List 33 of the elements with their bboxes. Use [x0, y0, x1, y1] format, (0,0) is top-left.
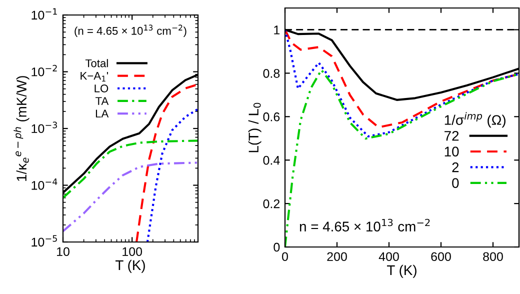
legend-title: 1/σ$^{imp}$ (Ω)	[444, 112, 506, 128]
y-tick-label: 0.2	[263, 199, 280, 208]
x-tick-label: 10	[57, 247, 70, 256]
annotation: n = 4.65 × 10$^{13}$ cm$^{−2}$	[300, 218, 430, 232]
legend-label: 0	[452, 178, 459, 188]
legend-label: TA	[96, 97, 109, 105]
legend-label: LA	[96, 110, 109, 118]
y-tick-label: 10$^{−1}$	[32, 8, 57, 20]
legend-label: 2	[452, 162, 459, 172]
y-axis-title: L(T) / L$_{0}$	[248, 102, 262, 152]
legend-label: K−A$_{1}$'	[80, 72, 108, 82]
legend-label: 72	[444, 130, 459, 141]
x-tick-label: 600	[431, 252, 451, 262]
legend-label: LO	[94, 84, 108, 92]
y-tick-label: 10$^{−3}$	[32, 122, 57, 134]
y-tick-label: 10$^{−5}$	[32, 235, 57, 247]
legend-label: 10	[444, 146, 459, 156]
annotation: (n = 4.65 × 10$^{13}$ cm$^{−2}$)	[74, 24, 186, 37]
y-tick-label: 0.6	[263, 112, 280, 122]
x-tick-label: 800	[483, 252, 503, 262]
y-axis-title: 1/κ$_{e}$$^{e−ph}$ (mK/W)	[14, 76, 30, 181]
x-axis-title: T (K)	[387, 264, 416, 278]
x-tick-label: 0	[282, 252, 288, 262]
x-tick-label: 200	[327, 252, 347, 262]
y-tick-label: 10$^{−4}$	[32, 178, 58, 190]
y-tick-label: 1	[274, 26, 280, 34]
x-axis-title: T (K)	[116, 260, 145, 273]
y-tick-label: 0.8	[263, 68, 280, 78]
x-tick-label: 400	[378, 252, 399, 262]
x-tick-label: 100	[122, 247, 142, 256]
y-tick-label: 10$^{−2}$	[32, 64, 57, 76]
legend-label: Total	[85, 59, 108, 68]
y-tick-label: 0.4	[263, 156, 280, 165]
